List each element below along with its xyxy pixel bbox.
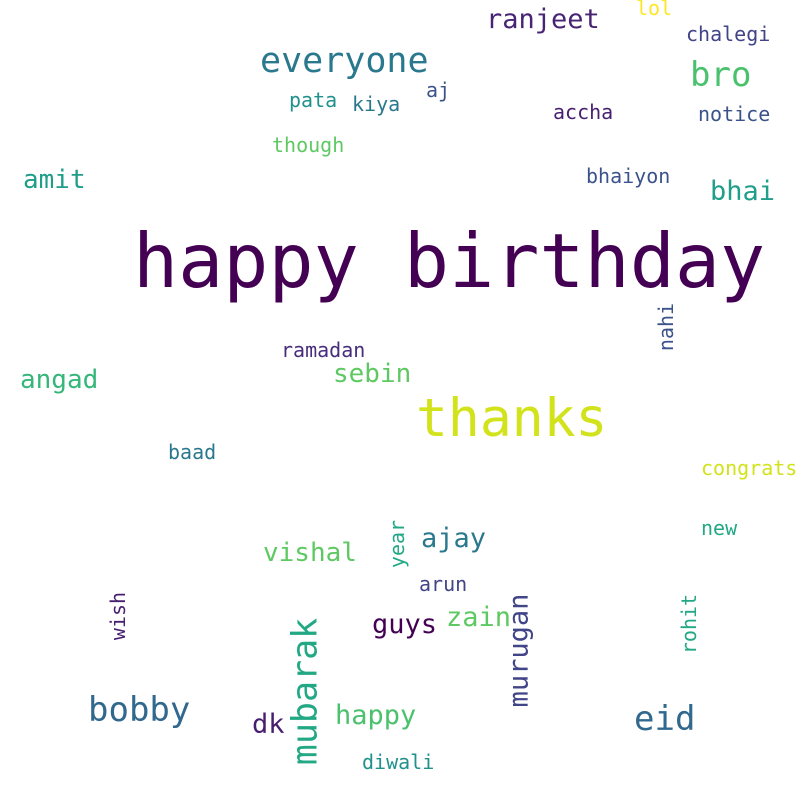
word-accha: accha [553,100,614,124]
word-ranjeet: ranjeet [486,4,600,35]
word-bobby: bobby [88,690,191,730]
word-congrats: congrats [701,456,798,480]
word-arun: arun [419,572,468,596]
word-year: year [385,519,410,569]
word-rohit: rohit [677,593,702,655]
word-baad: baad [168,440,217,464]
word-kiya: kiya [352,92,401,116]
word-everyone: everyone [260,41,429,81]
word-pata: pata [289,88,338,112]
word-dk: dk [252,709,285,740]
word-guys: guys [372,609,438,640]
word-murugan: murugan [503,593,535,708]
word-bro: bro [690,55,752,95]
word-lol: lol [636,0,673,20]
word-ajay: ajay [421,523,487,554]
word-zain: zain [446,602,512,633]
word-ramadan: ramadan [281,338,366,362]
word-aj: aj [426,78,451,102]
word-angad: angad [20,365,99,395]
word-wish: wish [106,591,131,641]
word-happy-birthday: happy birthday [133,217,766,305]
word-bhai: bhai [710,176,776,207]
word-new: new [701,516,738,540]
word-notice: notice [698,102,771,126]
word-though: though [272,133,345,157]
word-mubarak: mubarak [285,617,326,766]
word-sebin: sebin [333,359,412,389]
word-bhaiyon: bhaiyon [586,164,671,188]
word-nahi: nahi [654,302,679,352]
word-amit: amit [23,165,86,195]
word-happy: happy [335,700,417,731]
word-vishal: vishal [263,538,357,568]
word-chalegi: chalegi [686,22,771,46]
word-eid: eid [634,699,696,739]
word-diwali: diwali [362,750,435,774]
word-thanks: thanks [416,388,608,449]
